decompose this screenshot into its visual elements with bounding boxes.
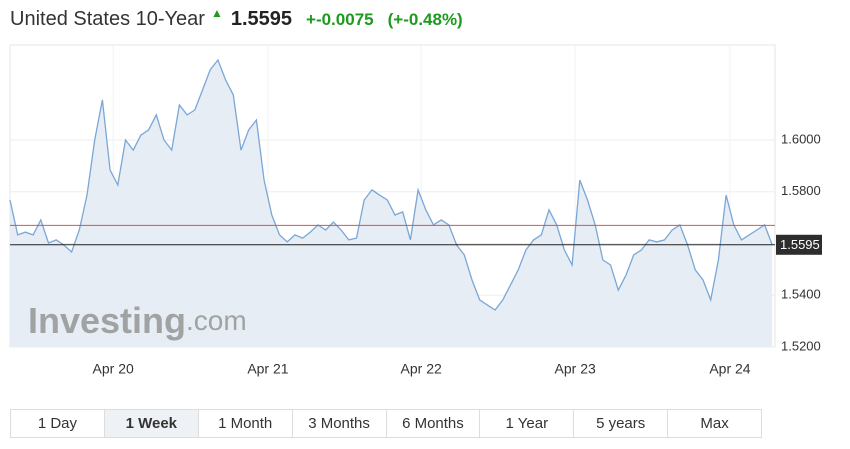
range-button[interactable]: Max — [700, 415, 729, 432]
y-tick-label: 1.5800 — [781, 183, 821, 198]
y-tick-label: 1.5400 — [781, 287, 821, 302]
last-price-label: 1.5595 — [780, 237, 820, 252]
y-tick-label: 1.6000 — [781, 131, 821, 146]
header: United States 10-Year ▲ 1.5595 +-0.0075 … — [10, 6, 463, 36]
y-tick-label: 1.5200 — [781, 338, 821, 353]
area-fill — [10, 60, 773, 347]
last-price-box — [776, 234, 822, 255]
price-change-pct: (+-0.48%) — [387, 10, 463, 29]
range-button[interactable]: 1 Day — [11, 410, 105, 437]
range-button[interactable]: 1 Month — [199, 410, 293, 437]
up-arrow: ▲ — [210, 6, 223, 20]
range-buttons: 1 Day 1 Week 1 Month 3 Months 6 Months 1 Year… — [10, 409, 762, 438]
x-tick-label: Apr 22 — [401, 361, 442, 377]
x-tick-label: Apr 21 — [247, 361, 288, 377]
range-button[interactable]: 3 Months — [293, 410, 387, 437]
x-tick-label: Apr 24 — [709, 361, 750, 377]
range-button[interactable]: 6 Months — [387, 410, 481, 437]
watermark-domain: .com — [186, 305, 247, 336]
range-button[interactable]: 1 Week — [104, 410, 199, 437]
price: 1.5595 — [230, 8, 293, 30]
x-tick-label: Apr 20 — [93, 361, 134, 377]
range-button[interactable]: 5 years — [574, 410, 669, 437]
range-button[interactable]: 1 Year — [480, 410, 575, 437]
instrument-title: United States 10-Year — [10, 8, 205, 30]
watermark: Investing.com — [28, 300, 247, 341]
price-change: +-0.0075 — [306, 10, 374, 29]
watermark-brand: Investing — [28, 300, 186, 341]
x-tick-label: Apr 23 — [555, 361, 596, 377]
